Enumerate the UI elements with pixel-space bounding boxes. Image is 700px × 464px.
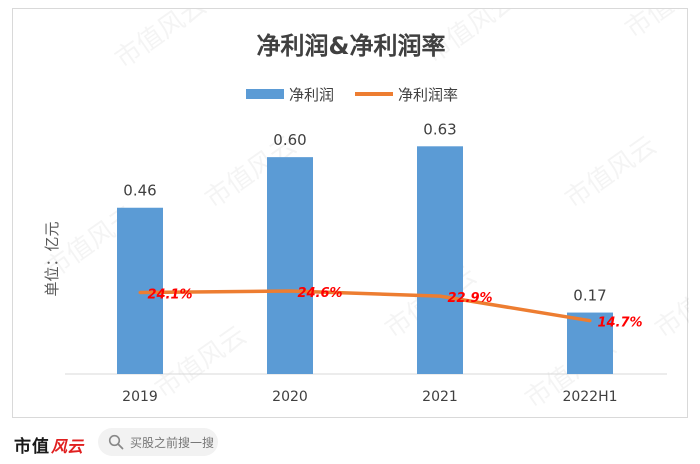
legend-swatch-net-profit [246,89,284,99]
x-tick-2020: 2020 [272,389,308,405]
chart-title: 净利润&净利润率 [257,32,446,60]
bar-2022H1 [567,312,613,374]
watermark-text: 市值风云 [650,260,689,344]
brand-logo: 市值 风云 [14,432,84,458]
line-label-2020: 24.6% [297,286,342,301]
watermark-text: 市值风云 [110,9,212,75]
bar-2020 [267,157,313,374]
line-point-2019 [138,291,142,294]
line-point-2020 [288,289,292,293]
bar-label-2021: 0.63 [423,120,456,138]
bar-label-2022H1: 0.17 [573,287,606,305]
watermark-text: 市值风云 [620,9,689,45]
legend-label-net-margin: 净利润率 [398,86,458,104]
search-icon [108,434,124,450]
chart-area: 市值风云市值风云市值风云市值风云市值风云市值风云市值风云市值风云市值风云市值风云… [12,0,700,418]
line-point-2022H1 [588,319,592,323]
y-axis-label: 单位：亿元 [43,221,61,296]
footer: 市值 风云 买股之前搜一搜 [0,422,700,464]
line-data-labels: 24.1% 24.6% 22.9% 14.7% [147,286,642,331]
bar-label-2020: 0.60 [273,131,306,149]
bar-data-labels: 0.46 0.60 0.63 0.17 [123,120,606,304]
x-tick-2021: 2021 [422,389,458,405]
x-tick-2022H1: 2022H1 [562,389,617,405]
search-text: 买股之前搜一搜 [130,435,215,450]
line-series [138,289,592,323]
brand-name: 市值 [14,437,50,457]
watermark-text: 市值风云 [560,130,662,214]
watermark-text: 市值风云 [150,320,252,404]
x-tick-labels: 2019 2020 2021 2022H1 [122,389,617,405]
line-label-2021: 22.9% [447,291,492,306]
legend-label-net-profit: 净利润 [289,86,334,104]
line-point-2021 [438,294,442,298]
chart: 市值风云市值风云市值风云市值风云市值风云市值风云市值风云市值风云市值风云市值风云… [40,0,700,415]
bar-2021 [417,146,463,374]
search-box[interactable]: 买股之前搜一搜 [98,428,218,456]
net-margin-line [139,289,591,323]
bar-series [117,146,613,374]
line-label-2022H1: 14.7% [597,316,642,331]
bar-label-2019: 0.46 [123,182,156,200]
x-tick-2019: 2019 [122,389,158,405]
brand-script: 风云 [51,436,84,456]
line-label-2019: 24.1% [147,288,192,303]
legend: 净利润 净利润率 [246,86,458,104]
